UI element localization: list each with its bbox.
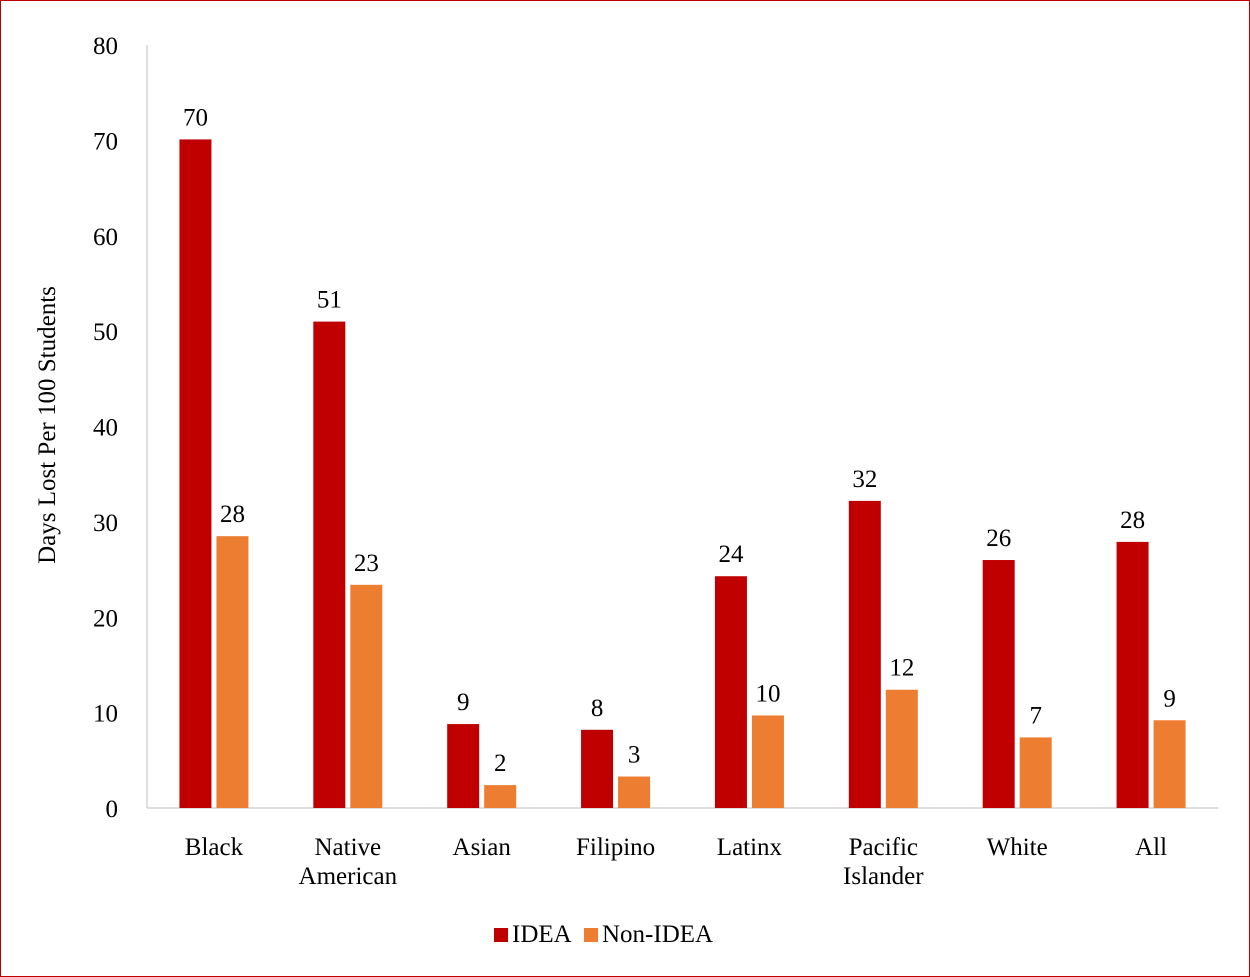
bar-non-idea xyxy=(350,584,383,808)
data-label: 28 xyxy=(220,501,245,528)
bar-non-idea xyxy=(484,785,517,808)
y-tick-label: 70 xyxy=(93,128,118,155)
y-tick-label: 60 xyxy=(93,224,118,251)
bar-idea xyxy=(313,321,346,808)
data-label: 23 xyxy=(354,550,379,577)
x-tick-label: All xyxy=(1135,834,1167,861)
data-label: 9 xyxy=(1163,685,1176,712)
legend-label: Non-IDEA xyxy=(602,921,713,948)
x-tick-label: Native xyxy=(314,834,381,861)
bar-non-idea xyxy=(751,715,784,808)
x-tick-label: American xyxy=(299,863,398,890)
data-label: 26 xyxy=(986,525,1011,552)
bar-non-idea xyxy=(1153,720,1186,808)
data-label: 8 xyxy=(591,695,604,722)
y-tick-label: 50 xyxy=(93,319,118,346)
y-tick-label: 20 xyxy=(93,605,118,632)
bar-idea xyxy=(447,724,480,808)
x-tick-label: Filipino xyxy=(576,834,655,861)
bar-idea xyxy=(1116,541,1149,808)
legend-swatch-idea xyxy=(494,928,508,942)
data-label: 2 xyxy=(494,750,507,777)
legend-swatch-non-idea xyxy=(584,928,598,942)
y-tick-label: 0 xyxy=(106,796,119,823)
data-label: 24 xyxy=(718,541,744,568)
data-label: 32 xyxy=(852,466,877,493)
legend-label: IDEA xyxy=(512,921,572,948)
bar-non-idea xyxy=(216,536,249,808)
y-axis-label: Days Lost Per 100 Students xyxy=(34,286,61,564)
data-label: 51 xyxy=(317,287,342,314)
y-tick-label: 10 xyxy=(93,701,118,728)
bar-idea xyxy=(848,500,881,808)
data-label: 28 xyxy=(1120,507,1145,534)
y-tick-label: 30 xyxy=(93,510,118,537)
data-label: 70 xyxy=(183,104,208,131)
bar-non-idea xyxy=(1019,737,1052,808)
data-label: 9 xyxy=(457,689,470,716)
data-label: 12 xyxy=(889,655,914,682)
data-label: 7 xyxy=(1029,702,1042,729)
bar-idea xyxy=(714,576,747,808)
x-tick-label: Latinx xyxy=(717,834,783,861)
x-tick-label: Islander xyxy=(843,863,924,890)
legend: IDEA Non-IDEA xyxy=(494,921,713,948)
bar-idea xyxy=(581,729,614,808)
bar-non-idea xyxy=(618,776,651,808)
bar-idea xyxy=(982,560,1015,808)
data-label: 3 xyxy=(628,742,641,769)
x-tick-label: Asian xyxy=(453,834,512,861)
x-tick-label: Pacific xyxy=(849,834,918,861)
data-label: 10 xyxy=(755,680,780,707)
bar-idea xyxy=(179,139,212,808)
bar-non-idea xyxy=(885,689,918,808)
x-tick-label: Black xyxy=(185,834,244,861)
y-tick-label: 80 xyxy=(93,33,118,60)
y-tick-label: 40 xyxy=(93,415,118,442)
x-tick-label: White xyxy=(987,834,1048,861)
